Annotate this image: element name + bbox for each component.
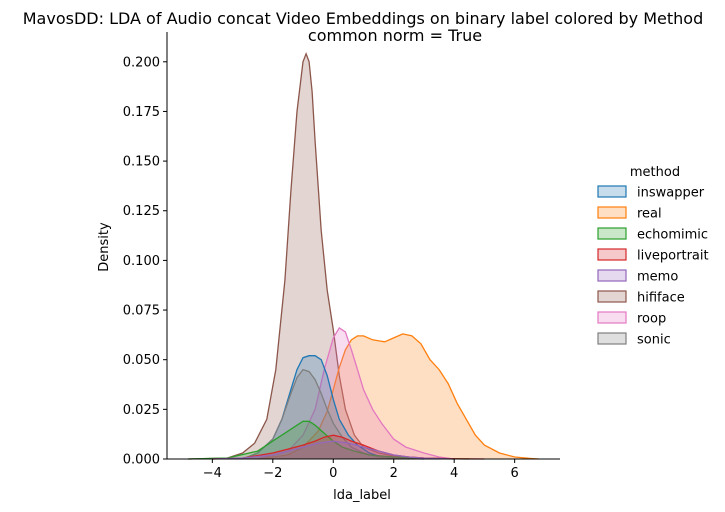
x-tick-label: 4 [450, 466, 458, 481]
legend-swatch-sonic [597, 332, 627, 345]
density-line-memo [212, 440, 455, 460]
density-line-echomimic [188, 420, 470, 460]
density-line-real [257, 333, 539, 460]
x-tick-label: 2 [390, 466, 398, 481]
legend-swatch-inswapper [597, 185, 627, 198]
y-tick-label: 0.175 [123, 105, 160, 120]
legend-swatch-memo [597, 269, 627, 282]
y-tick-label: 0.050 [123, 353, 160, 368]
legend-swatch-liveportrait [597, 248, 627, 261]
x-tick-label: −2 [263, 466, 282, 481]
y-tick-label: 0.025 [123, 403, 160, 418]
density-fill-hififace [188, 53, 455, 460]
legend-label-sonic: sonic [637, 333, 671, 348]
y-tick-label: 0.000 [123, 453, 160, 468]
density-fill-real [257, 333, 539, 459]
y-axis: 0.000 0.025 0.050 0.075 0.100 0.125 0.150 0.175… [123, 32, 168, 468]
density-line-roop [257, 326, 455, 460]
legend-label-hififace: hififace [637, 291, 685, 306]
x-tick-label: 0 [329, 466, 337, 481]
density-fill-memo [212, 441, 455, 459]
legend: method inswapper real echomimic liveportrai… [597, 165, 709, 348]
legend-label-real: real [637, 207, 662, 222]
legend-title: method [630, 165, 680, 180]
legend-label-roop: roop [637, 312, 666, 327]
density-fill-roop [257, 327, 455, 459]
x-tick-label: −4 [203, 466, 222, 481]
legend-label-echomimic: echomimic [637, 228, 708, 243]
legend-swatch-roop [597, 311, 627, 324]
density-fill-echomimic [188, 421, 470, 459]
chart-title: MavosDD: LDA of Audio concat Video Embed… [23, 9, 703, 28]
density-fill-sonic [242, 369, 409, 459]
y-tick-label: 0.200 [123, 55, 160, 70]
legend-swatch-hififace [597, 290, 627, 303]
legend-label-inswapper: inswapper [637, 186, 705, 201]
legend-label-memo: memo [637, 270, 678, 285]
legend-label-liveportrait: liveportrait [637, 249, 709, 264]
y-tick-label: 0.100 [123, 254, 160, 269]
plot-area [188, 51, 539, 460]
legend-swatch-real [597, 206, 627, 219]
y-tick-label: 0.125 [123, 204, 160, 219]
chart-subtitle: common norm = True [308, 26, 482, 45]
y-tick-label: 0.150 [123, 155, 160, 170]
density-fill-inswapper [242, 355, 424, 459]
x-axis-label: lda_label [333, 488, 391, 503]
x-tick-label: 6 [511, 466, 519, 481]
legend-swatch-echomimic [597, 227, 627, 240]
y-tick-label: 0.075 [123, 304, 160, 319]
x-axis: −4 −2 0 2 4 6 [167, 458, 560, 481]
y-axis-label: Density [97, 222, 112, 272]
